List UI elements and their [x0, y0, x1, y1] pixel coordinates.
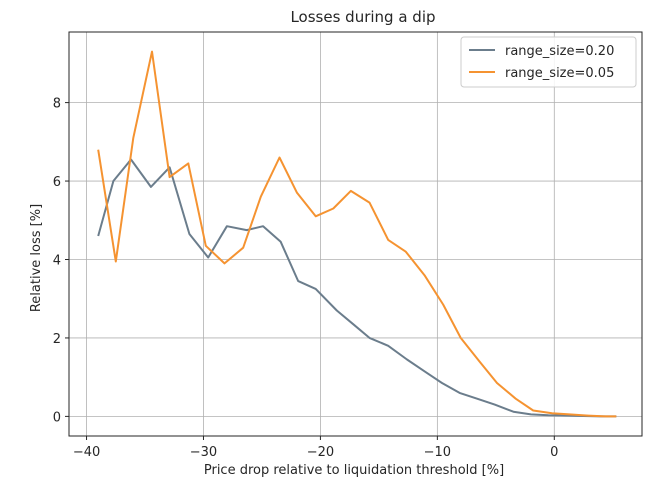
y-tick-label: 2 — [53, 332, 61, 347]
plot-frame — [68, 31, 643, 437]
x-axis: −40 −30 −20 −10 0 — [73, 436, 558, 460]
x-tick-label: −40 — [73, 445, 100, 460]
legend-label-1: range_size=0.20 — [505, 44, 614, 59]
x-tick-label: −30 — [190, 445, 217, 460]
x-tick-label: −20 — [307, 445, 334, 460]
x-tick-label: −10 — [424, 445, 451, 460]
legend-label-2: range_size=0.05 — [505, 66, 614, 81]
y-tick-label: 8 — [53, 97, 61, 112]
chart-title: Losses during a dip — [290, 8, 435, 26]
y-tick-label: 6 — [53, 175, 61, 190]
legend: range_size=0.20 range_size=0.05 — [460, 36, 637, 88]
y-axis: 0 2 4 6 8 — [53, 97, 69, 425]
grid — [69, 32, 642, 436]
series-layer — [97, 50, 617, 418]
series-line-1 — [97, 158, 617, 418]
series-line-2 — [97, 50, 617, 418]
legend-box — [460, 36, 637, 88]
y-tick-label: 4 — [53, 253, 61, 268]
x-tick-label: 0 — [550, 445, 558, 460]
y-axis-label: Relative loss [%] — [29, 204, 44, 312]
y-tick-label: 0 — [53, 410, 61, 425]
x-axis-label: Price drop relative to liquidation thres… — [204, 463, 504, 478]
